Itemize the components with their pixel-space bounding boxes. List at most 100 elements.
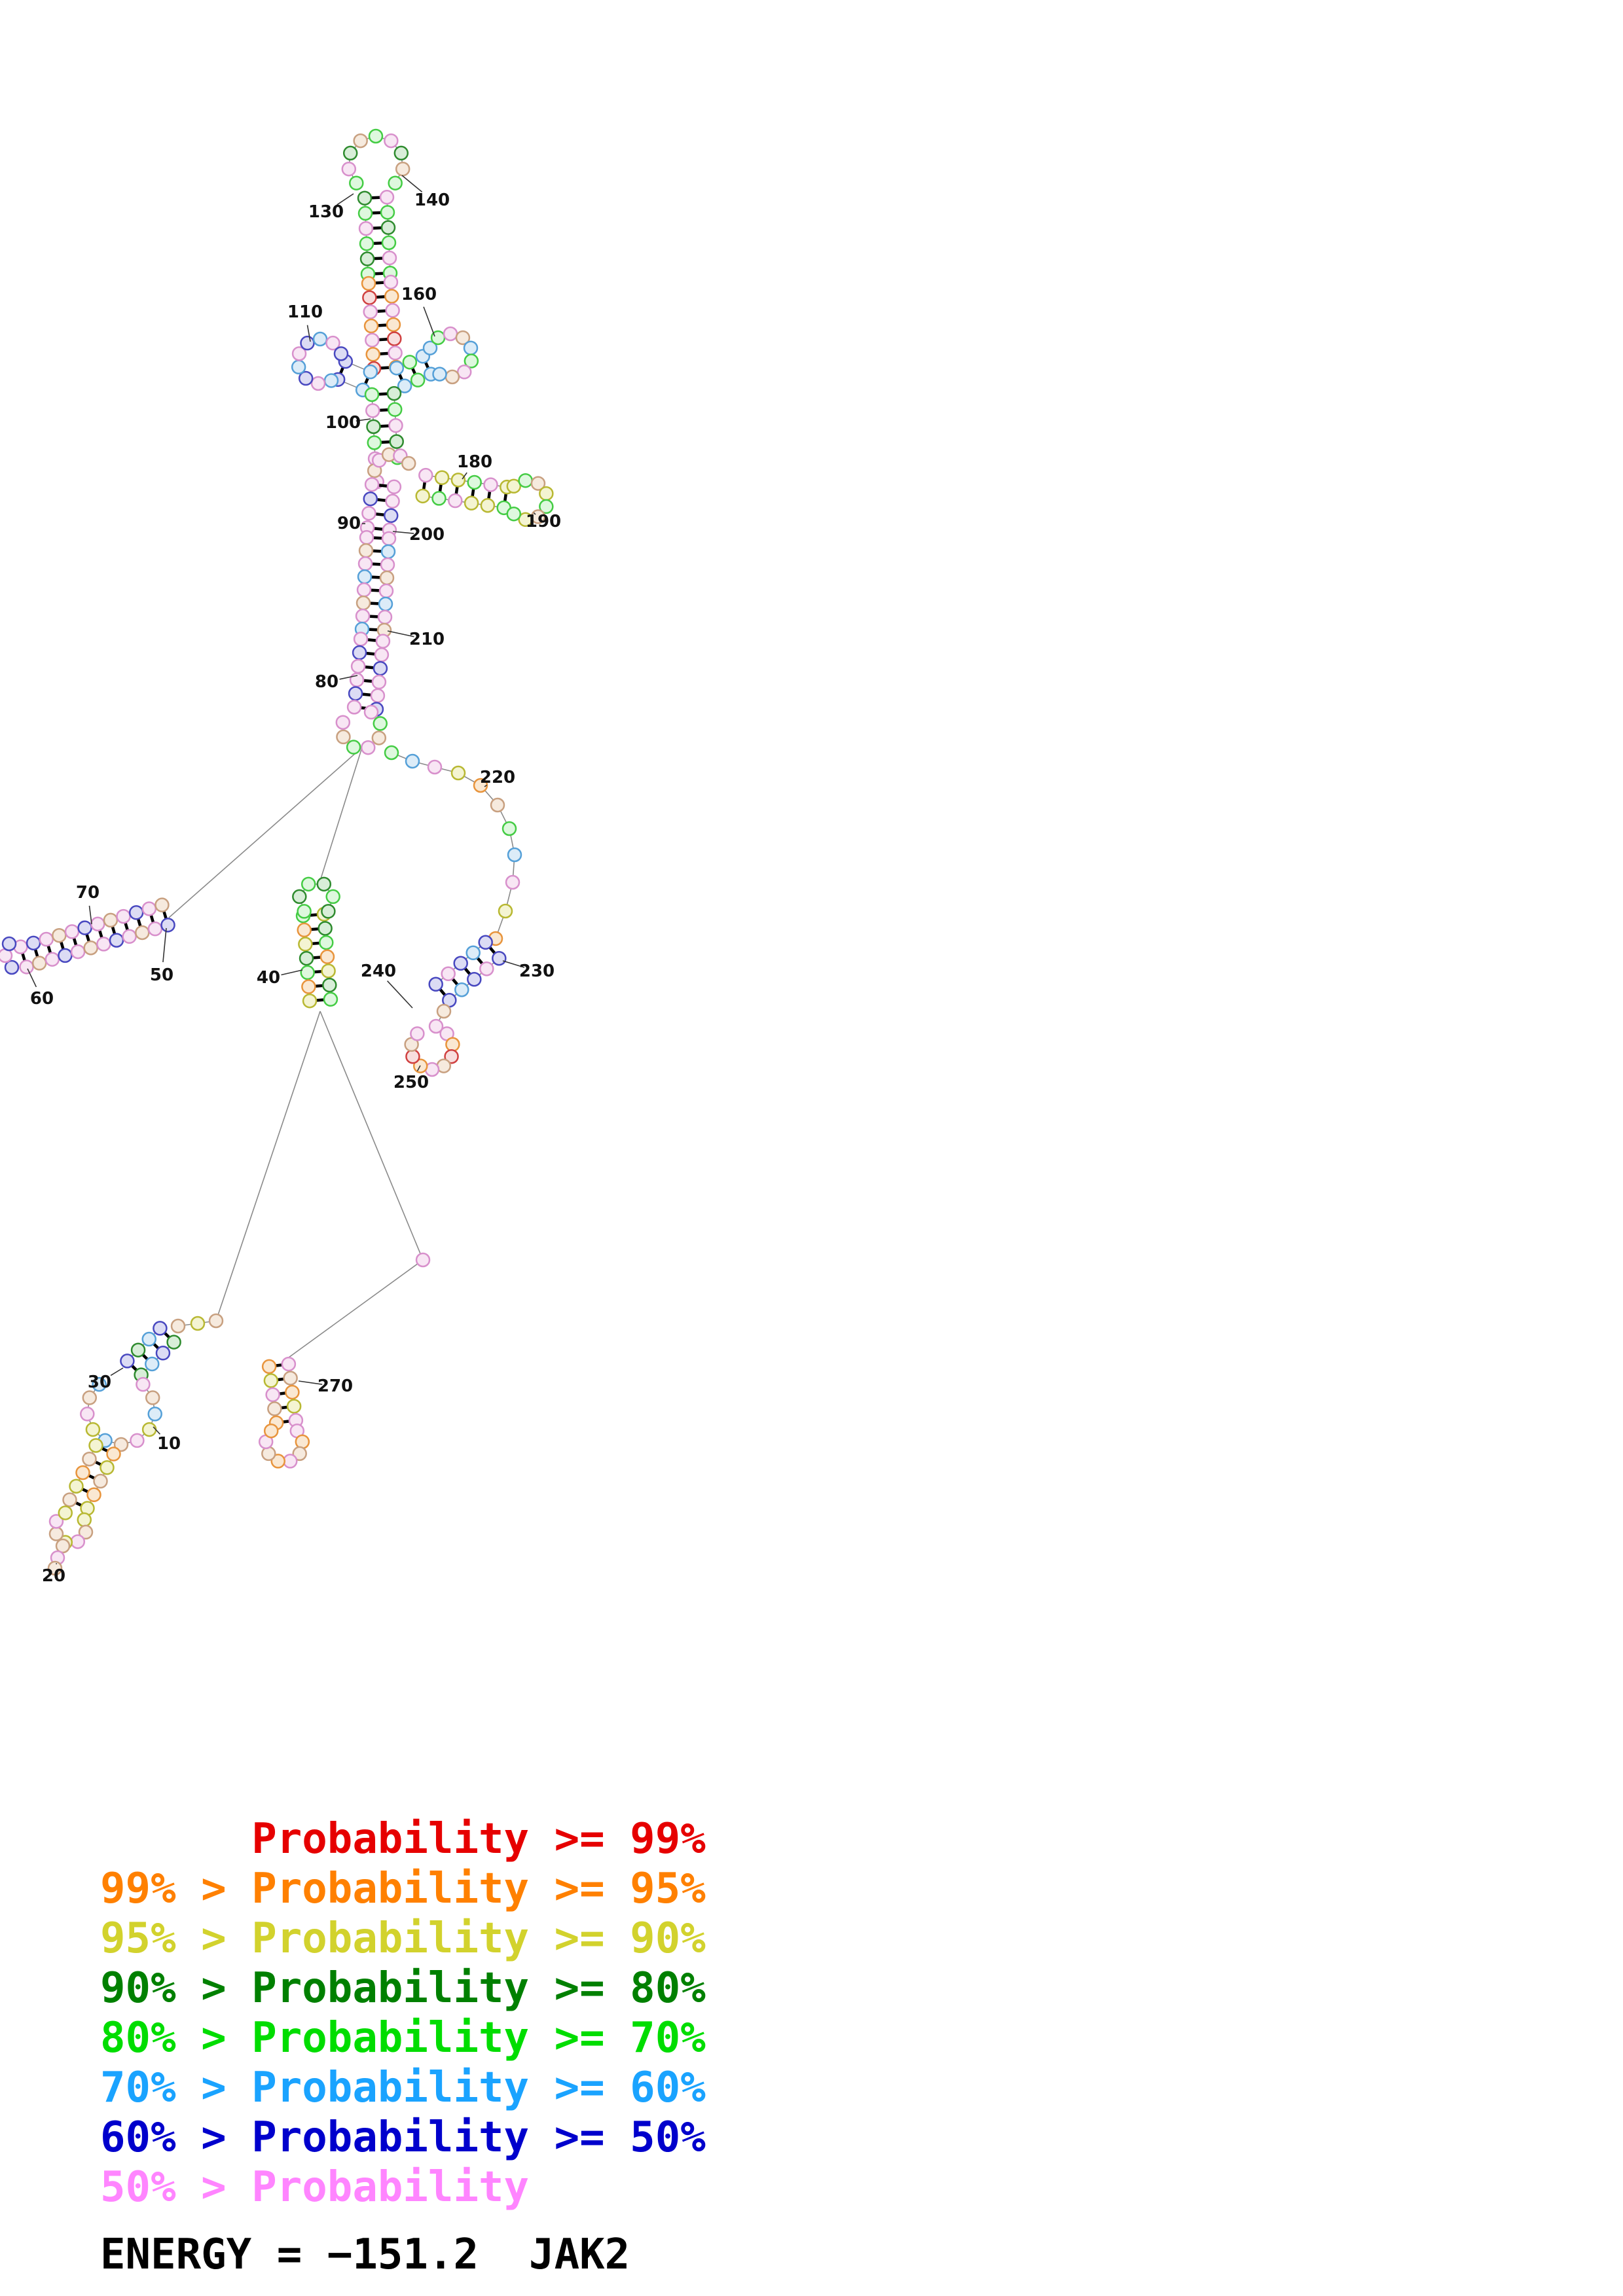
nucleotide-dot bbox=[454, 982, 469, 997]
nucleotide-dot bbox=[383, 274, 399, 290]
nucleotide-dot bbox=[381, 531, 397, 547]
position-label: 50 bbox=[150, 965, 173, 985]
nucleotide-dot bbox=[352, 645, 367, 660]
nucleotide-dot bbox=[385, 303, 400, 318]
nucleotide-dot bbox=[380, 544, 396, 560]
nucleotide-dot bbox=[286, 1399, 302, 1414]
nucleotide-dot bbox=[120, 1354, 135, 1369]
nucleotide-dot bbox=[444, 1049, 459, 1064]
nucleotide-dot bbox=[355, 608, 371, 624]
nucleotide-dot bbox=[405, 753, 420, 769]
nucleotide-dot bbox=[492, 950, 507, 966]
nucleotide-dot bbox=[350, 658, 366, 674]
nucleotide-dot bbox=[357, 206, 373, 221]
nucleotide-dot bbox=[128, 905, 144, 920]
nucleotide-dot bbox=[363, 704, 379, 720]
nucleotide-dot bbox=[265, 1387, 280, 1403]
label-pointer-line bbox=[423, 306, 435, 337]
nucleotide-dot bbox=[160, 918, 175, 933]
position-label: 270 bbox=[318, 1376, 353, 1396]
nucleotide-dot bbox=[342, 145, 358, 161]
nucleotide-dot bbox=[441, 966, 456, 982]
nucleotide-dot bbox=[539, 486, 554, 501]
legend-entry: 50% > Probability bbox=[100, 2163, 530, 2212]
position-label: 40 bbox=[257, 968, 280, 988]
nucleotide-dot bbox=[113, 1437, 129, 1452]
position-label: 10 bbox=[157, 1434, 181, 1454]
position-label: 180 bbox=[457, 452, 492, 472]
backbone-connector bbox=[215, 1011, 321, 1321]
nucleotide-dot bbox=[136, 1376, 151, 1392]
position-label: 210 bbox=[409, 630, 445, 649]
nucleotide-dot bbox=[69, 1479, 84, 1494]
nucleotide-dot bbox=[93, 1473, 108, 1489]
nucleotide-dot bbox=[361, 276, 376, 291]
nucleotide-dot bbox=[58, 1505, 73, 1520]
position-label: 90 bbox=[337, 514, 361, 533]
nucleotide-dot bbox=[373, 716, 388, 731]
label-pointer-line bbox=[110, 1367, 124, 1376]
nucleotide-dot bbox=[300, 965, 315, 980]
nucleotide-dot bbox=[190, 1316, 206, 1331]
nucleotide-dot bbox=[436, 1003, 452, 1019]
nucleotide-dot bbox=[357, 556, 373, 571]
nucleotide-dot bbox=[384, 289, 399, 304]
nucleotide-dot bbox=[366, 419, 381, 435]
nucleotide-dot bbox=[506, 478, 522, 494]
label-pointer-line bbox=[533, 512, 536, 515]
nucleotide-dot bbox=[322, 977, 337, 993]
nucleotide-dot bbox=[380, 557, 395, 573]
position-label: 200 bbox=[409, 525, 445, 545]
nucleotide-dot bbox=[365, 347, 380, 362]
nucleotide-dot bbox=[155, 897, 170, 912]
nucleotide-dot bbox=[297, 922, 312, 938]
nucleotide-dot bbox=[298, 370, 314, 386]
nucleotide-dot bbox=[145, 1356, 160, 1372]
nucleotide-dot bbox=[291, 359, 306, 375]
nucleotide-dot bbox=[505, 874, 520, 890]
nucleotide-dot bbox=[45, 952, 60, 967]
nucleotide-dot bbox=[422, 340, 438, 355]
nucleotide-dot bbox=[90, 916, 105, 932]
legend-entry: 80% > Probability >= 70% bbox=[100, 2014, 706, 2062]
nucleotide-dot bbox=[346, 740, 361, 755]
nucleotide-dot bbox=[363, 304, 378, 319]
label-pointer-line bbox=[502, 960, 525, 968]
nucleotide-dot bbox=[445, 369, 460, 385]
nucleotide-dot bbox=[428, 977, 443, 992]
position-label: 80 bbox=[315, 672, 338, 692]
label-pointer-line bbox=[462, 472, 467, 480]
nucleotide-dot bbox=[387, 402, 403, 417]
label-pointer-line bbox=[356, 418, 371, 422]
nucleotide-dot bbox=[116, 908, 131, 924]
rna-secondary-structure-diagram: 130 140 110 160 100 180 190 200 90 210 80 220 70 60 50… bbox=[0, 128, 561, 1586]
nucleotide-dot bbox=[335, 715, 351, 730]
nucleotide-dot bbox=[82, 1451, 97, 1467]
nucleotide-dot bbox=[378, 583, 394, 599]
nucleotide-dot bbox=[370, 688, 386, 704]
nucleotide-dot bbox=[145, 1390, 160, 1405]
nucleotide-dot bbox=[377, 609, 393, 625]
nucleotide-dot bbox=[473, 778, 488, 793]
nucleotide-dot bbox=[77, 920, 92, 935]
nucleotide-dot bbox=[359, 236, 374, 251]
nucleotide-dot bbox=[323, 992, 338, 1007]
nucleotide-dot bbox=[270, 1454, 286, 1469]
legend-entry: 99% > Probability >= 95% bbox=[100, 1865, 706, 1913]
legend-entry: 70% > Probability >= 60% bbox=[100, 2064, 706, 2112]
nucleotide-dot bbox=[380, 220, 396, 235]
nucleotide-dot bbox=[291, 346, 307, 361]
nucleotide-dot bbox=[368, 128, 384, 144]
nucleotide-dot bbox=[388, 175, 403, 190]
nucleotide-dot bbox=[106, 1446, 121, 1462]
nucleotide-dot bbox=[100, 1460, 115, 1475]
nucleotide-dot bbox=[479, 961, 494, 977]
position-label: 30 bbox=[88, 1372, 111, 1392]
nucleotide-dot bbox=[361, 740, 376, 755]
nucleotide-dot bbox=[383, 508, 399, 524]
nucleotide-dot bbox=[455, 330, 471, 346]
nucleotide-dot bbox=[450, 765, 466, 781]
nucleotide-dot bbox=[281, 1356, 297, 1372]
nucleotide-dot bbox=[86, 1487, 101, 1503]
nucleotide-dot bbox=[467, 475, 482, 490]
